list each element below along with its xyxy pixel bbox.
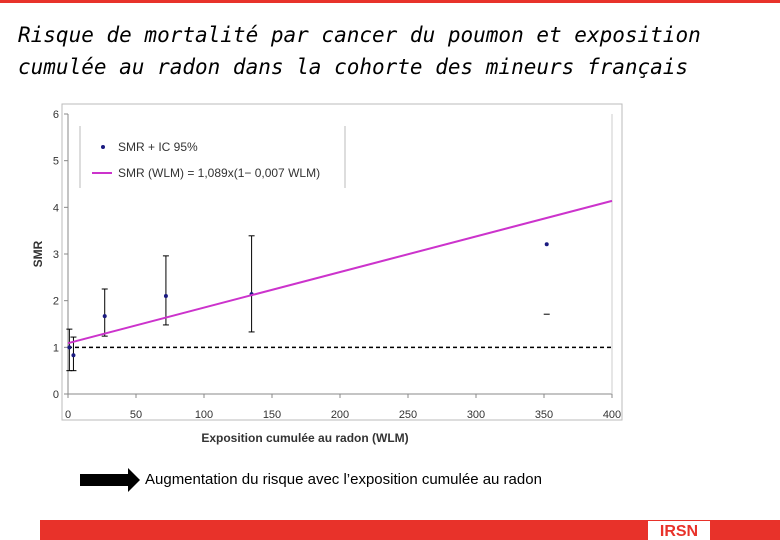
logo: IRSN — [660, 523, 698, 540]
y-tick-label: 3 — [53, 249, 59, 261]
title-line: cumulée au radon dans la cohorte des min… — [18, 55, 688, 79]
y-tick-label: 5 — [53, 156, 59, 168]
point — [102, 314, 107, 319]
x-tick-label: 250 — [399, 409, 417, 421]
x-tick-label: 350 — [535, 409, 553, 421]
point — [71, 353, 76, 358]
y-tick-label: 4 — [53, 202, 59, 214]
x-tick-label: 100 — [195, 409, 213, 421]
note: Augmentation du risque avec l’exposition… — [145, 471, 542, 488]
title-line: Risque de mortalité par cancer du poumon… — [18, 23, 701, 47]
chart-frame — [61, 103, 623, 421]
x-axis-label: Exposition cumulée au radon (WLM) — [201, 431, 408, 445]
logo-box — [648, 521, 710, 540]
point — [163, 294, 168, 298]
legend-marker — [101, 145, 105, 149]
x-tick-label: 200 — [331, 409, 349, 421]
x-tick-label: 50 — [130, 409, 142, 421]
x-tick-label: 400 — [603, 409, 621, 421]
y-tick-label: 2 — [53, 296, 59, 308]
x-tick-label: 0 — [65, 409, 71, 421]
y-tick-label: 6 — [53, 109, 59, 121]
arrow — [80, 468, 140, 492]
y-tick-label: 0 — [53, 389, 59, 401]
x-tick-label: 150 — [263, 409, 281, 421]
y-tick-label: 1 — [53, 342, 59, 354]
x-tick-label: 300 — [467, 409, 485, 421]
point — [544, 242, 549, 247]
top-bar — [0, 0, 780, 3]
y-axis-label: SMR — [31, 240, 45, 267]
legend-label: SMR + IC 95% — [118, 140, 198, 154]
legend-label: SMR (WLM) = 1,089x(1− 0,007 WLM) — [118, 166, 320, 180]
chart: 0 1 2 3 4 5 6 0 50 100 150 200 250 300 350 400 Expositio… — [31, 109, 621, 445]
fit-line — [67, 199, 613, 345]
bottom-bar — [40, 520, 780, 540]
point — [67, 345, 72, 350]
